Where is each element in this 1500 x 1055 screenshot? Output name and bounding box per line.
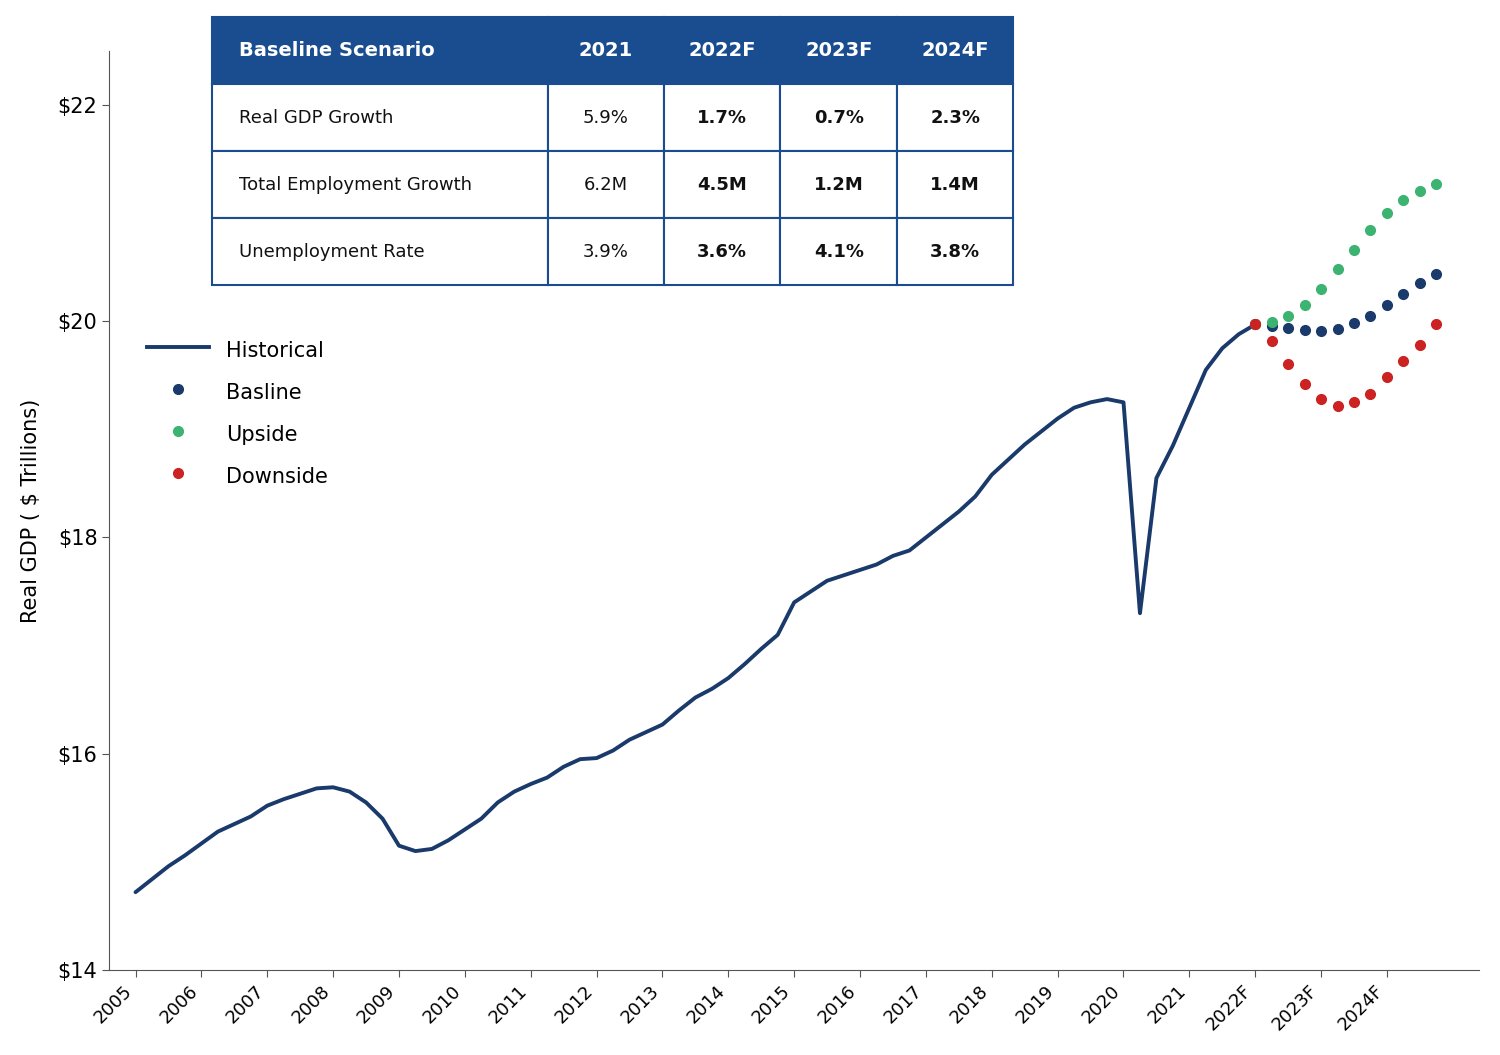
Y-axis label: Real GDP ( $ Trillions): Real GDP ( $ Trillions) xyxy=(21,399,40,622)
Legend: Historical, Basline, Upside, Downside: Historical, Basline, Upside, Downside xyxy=(147,337,328,488)
